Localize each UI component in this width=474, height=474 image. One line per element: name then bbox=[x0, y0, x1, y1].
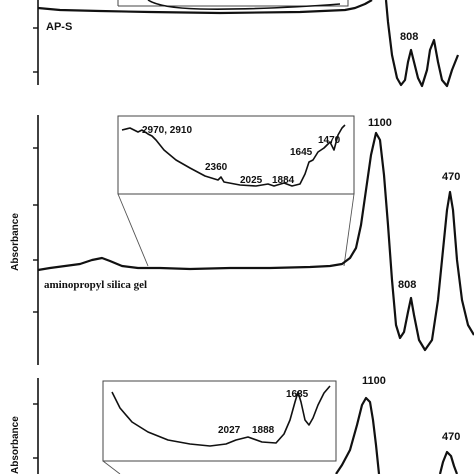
panel2-inset-connector bbox=[117, 193, 149, 267]
panel2-inset-label: 1884 bbox=[272, 175, 295, 186]
panel2-inset-connector bbox=[343, 193, 355, 267]
panel2-peak-label: 808 bbox=[398, 279, 416, 291]
panel1-inset-box bbox=[117, 0, 349, 7]
panel3-inset-connector bbox=[102, 460, 121, 474]
panel3-inset-box bbox=[102, 380, 337, 462]
panel2-inset-box bbox=[117, 115, 355, 195]
panel2-peak-label: 1100 bbox=[368, 117, 392, 129]
panel3-inset-label: 2027 bbox=[218, 425, 241, 436]
panel-bottom: Absorbance 1100 470 1635 2027 1888 bbox=[10, 375, 460, 474]
panel1-inset-curve bbox=[147, 0, 341, 10]
panel2-inset-label: 1645 bbox=[290, 147, 313, 158]
panel1-peak-label: 808 bbox=[400, 31, 418, 43]
panel2-inset-curve bbox=[121, 124, 346, 187]
panel2-inset-label: 2970, 2910 bbox=[142, 125, 192, 136]
panel3-inset-label: 1635 bbox=[286, 389, 309, 400]
panel2-y-axis-label: Absorbance bbox=[10, 213, 21, 271]
panel2-spectrum bbox=[37, 131, 474, 352]
panel2-inset-label: 1470 bbox=[318, 135, 341, 146]
panel3-y-axis-label: Absorbance bbox=[10, 416, 21, 474]
panel1-sample-label: AP-S bbox=[46, 21, 72, 33]
panel2-inset-label: 2360 bbox=[205, 162, 228, 173]
panel3-inset-curve bbox=[111, 385, 331, 447]
panel3-spectrum bbox=[335, 396, 459, 474]
panel-aminopropyl-silica-gel: Absorbance aminopropyl silica gel 1100 4… bbox=[10, 115, 474, 365]
panel3-peak-label: 470 bbox=[442, 431, 460, 443]
panel2-inset-label: 2025 bbox=[240, 175, 263, 186]
panel3-inset-label: 1888 bbox=[252, 425, 275, 436]
panel2-sample-label: aminopropyl silica gel bbox=[44, 279, 147, 291]
panel-ap-s: AP-S 808 bbox=[33, 0, 460, 88]
panel2-peak-label: 470 bbox=[442, 171, 460, 183]
panel1-spectrum bbox=[37, 0, 460, 88]
panel3-peak-label: 1100 bbox=[362, 375, 386, 387]
